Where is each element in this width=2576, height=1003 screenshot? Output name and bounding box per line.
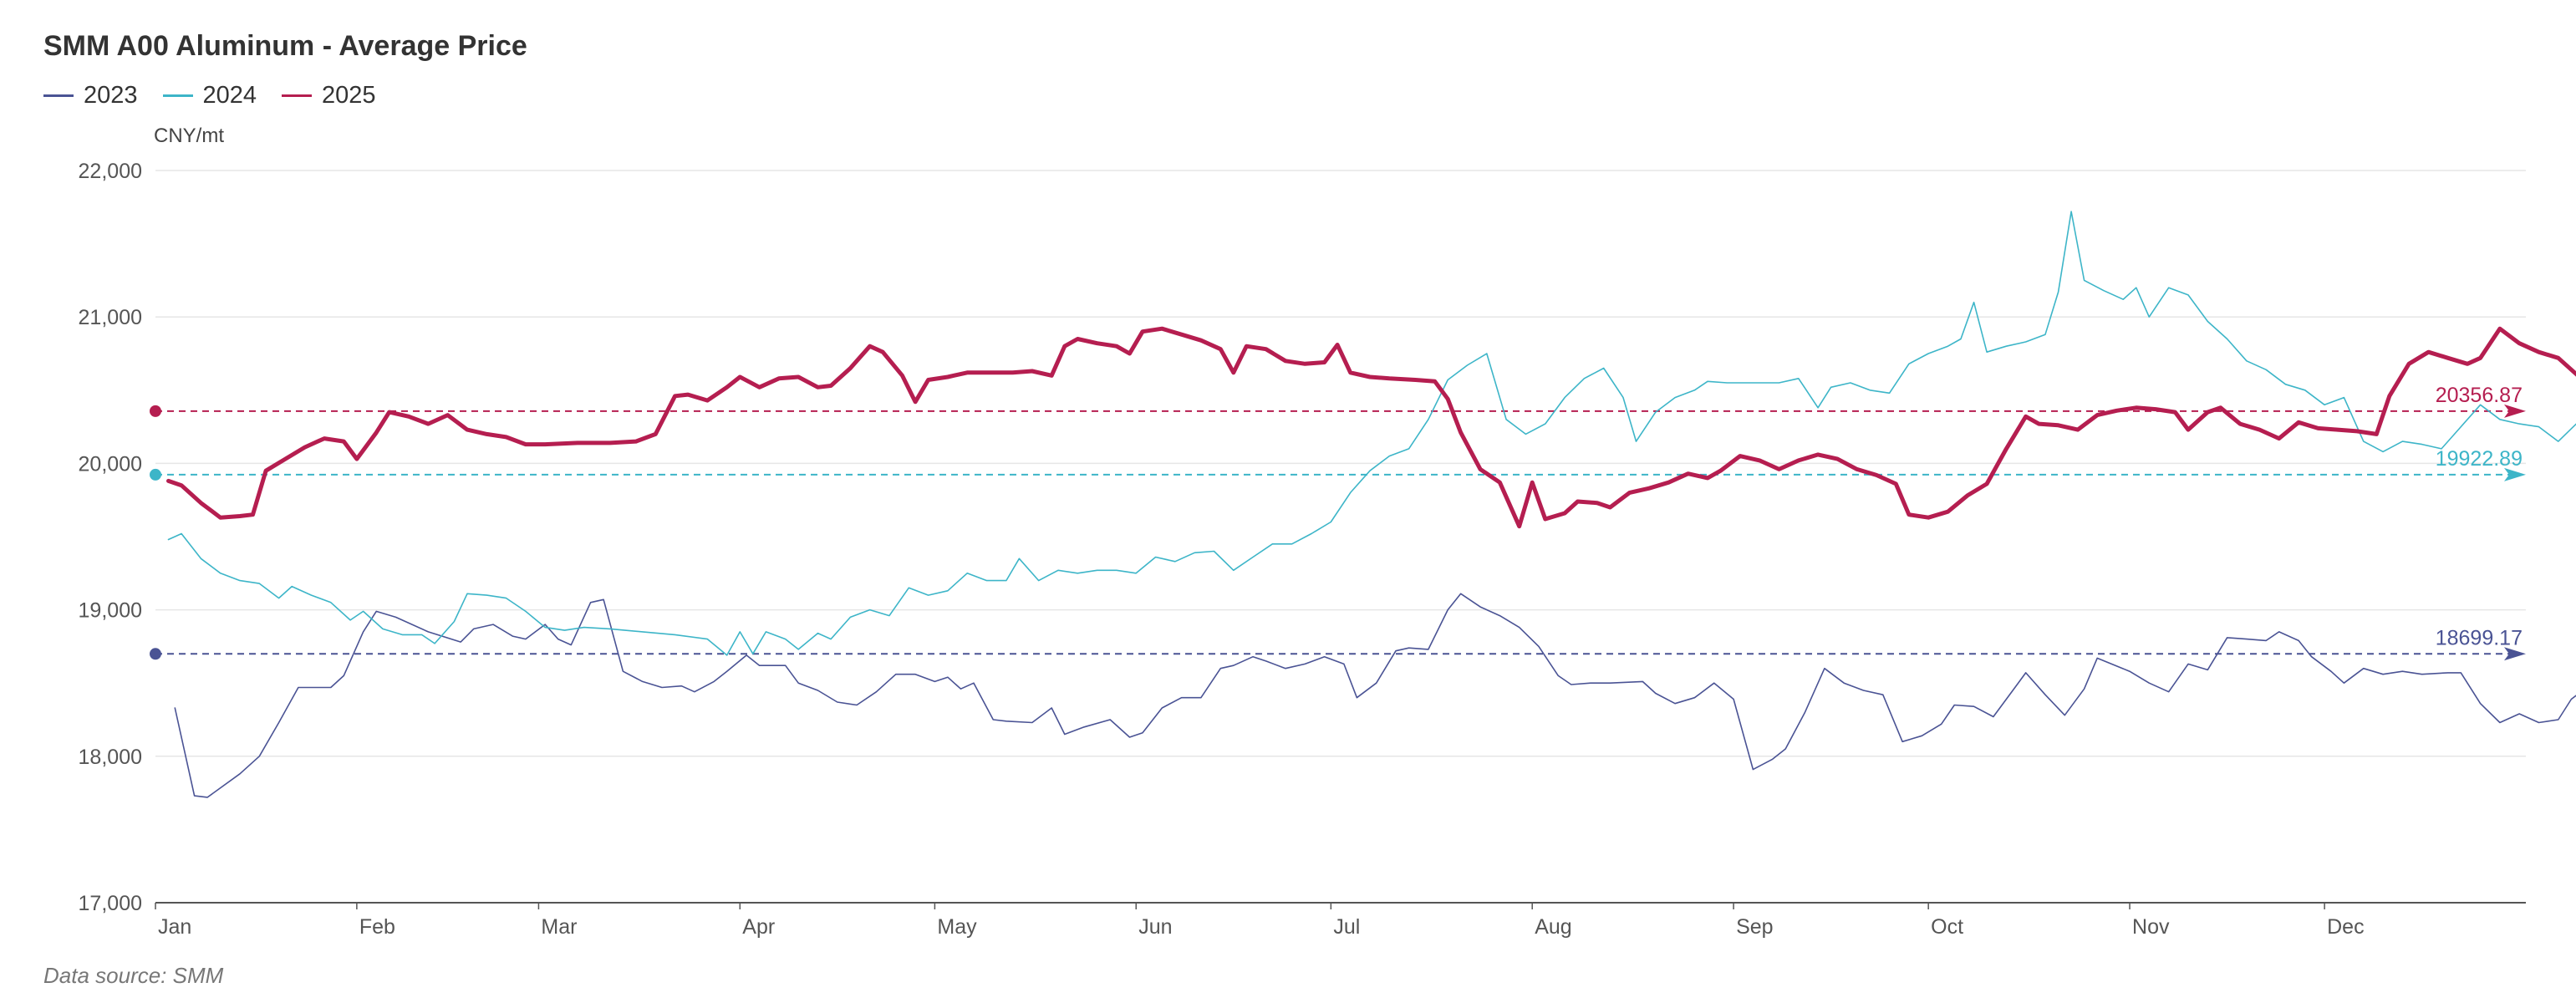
y-axis-unit: CNY/mt	[154, 125, 224, 147]
legend-swatch	[162, 94, 193, 97]
x-tick-label: Nov	[2132, 915, 2170, 939]
legend: 2023 2024 2025	[43, 82, 401, 109]
average-marker-2023	[150, 648, 161, 660]
data-source-note: Data source: SMM	[43, 963, 224, 988]
legend-label: 2023	[84, 82, 138, 109]
y-tick-label: 19,000	[79, 599, 142, 623]
series-line-2023	[174, 593, 2576, 798]
y-tick-label: 20,000	[79, 452, 142, 476]
legend-item-2023[interactable]: 2023	[43, 82, 138, 109]
y-tick-label: 17,000	[79, 892, 142, 915]
x-tick-label: Aug	[1535, 915, 1571, 939]
legend-item-2024[interactable]: 2024	[162, 82, 257, 109]
average-marker-2025	[150, 405, 161, 417]
series-lines	[166, 211, 2576, 798]
x-tick-label: Oct	[1931, 915, 1963, 939]
y-tick-label: 21,000	[79, 306, 142, 329]
average-lines: 20356.87 19922.89 18699.17	[150, 384, 2526, 661]
average-marker-2024	[150, 468, 161, 481]
average-label-2023: 18699.17	[2436, 626, 2523, 649]
x-tick-label: Jun	[1138, 915, 1172, 939]
legend-item-2025[interactable]: 2025	[282, 82, 376, 109]
x-tick-label: Jan	[158, 915, 191, 939]
axes: 17,000 18,000 19,000 20,000 21,000 22,000 Jan F…	[79, 160, 2526, 939]
average-arrow-2023	[2504, 647, 2526, 661]
legend-swatch	[43, 94, 74, 97]
average-arrow-2025	[2504, 404, 2526, 418]
series-line-2025	[166, 326, 2576, 529]
average-label-2024: 19922.89	[2436, 447, 2523, 471]
y-tick-label: 18,000	[79, 746, 142, 769]
chart-title: SMM A00 Aluminum - Average Price	[43, 30, 527, 62]
y-tick-label: 22,000	[79, 160, 142, 183]
x-tick-label: Sep	[1736, 915, 1773, 939]
average-label-2025: 20356.87	[2436, 384, 2523, 407]
x-tick-label: Feb	[359, 915, 395, 939]
x-tick-label: Mar	[541, 915, 577, 939]
x-tick-label: Dec	[2327, 915, 2364, 939]
legend-swatch	[282, 94, 313, 97]
legend-label: 2024	[202, 82, 257, 109]
series-line-2024	[167, 211, 2576, 656]
legend-label: 2025	[322, 82, 376, 109]
average-arrow-2024	[2504, 467, 2526, 481]
x-tick-label: May	[937, 915, 977, 939]
x-tick-label: Apr	[742, 915, 775, 939]
x-tick-label: Jul	[1333, 915, 1360, 939]
gridlines	[155, 170, 2526, 757]
